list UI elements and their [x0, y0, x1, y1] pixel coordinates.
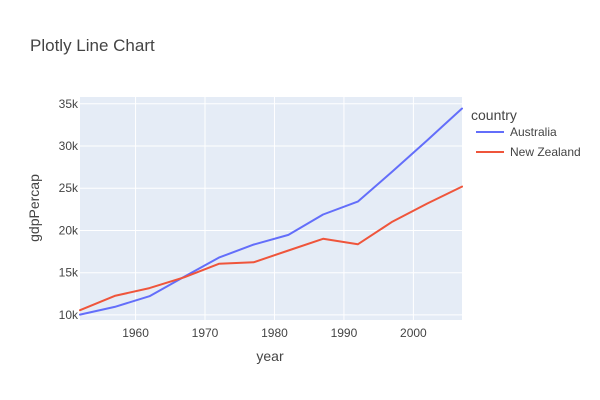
x-tick-label: 1980 [261, 326, 288, 340]
x-axis-title: year [256, 348, 284, 364]
grid-lines [80, 97, 462, 320]
chart-title: Plotly Line Chart [30, 36, 155, 55]
y-tick-label: 35k [59, 97, 79, 111]
legend-title: country [471, 107, 517, 123]
y-tick-label: 20k [59, 223, 79, 237]
series-line-new-zealand[interactable] [79, 185, 463, 312]
legend-label: New Zealand [510, 145, 581, 159]
x-tick-label: 1990 [331, 326, 358, 340]
series-lines [79, 107, 463, 316]
y-tick-label: 10k [59, 308, 79, 322]
x-tick-label: 1970 [192, 326, 219, 340]
y-tick-label: 15k [59, 266, 79, 280]
x-tick-label: 2000 [400, 326, 427, 340]
legend[interactable]: country Australia New Zealand [471, 107, 581, 159]
y-tick-label: 30k [59, 139, 79, 153]
plot-area [80, 97, 462, 320]
y-tick-label: 25k [59, 181, 79, 195]
tick-labels: 10k 15k 20k 25k 30k 35k 1960 1970 1980 1990 2000 [59, 97, 427, 340]
legend-item-australia[interactable]: Australia [476, 125, 557, 139]
y-axis-title: gdpPercap [26, 174, 42, 242]
legend-label: Australia [510, 125, 557, 139]
series-line-australia[interactable] [79, 107, 463, 316]
x-tick-label: 1960 [122, 326, 149, 340]
legend-item-new-zealand[interactable]: New Zealand [476, 145, 581, 159]
